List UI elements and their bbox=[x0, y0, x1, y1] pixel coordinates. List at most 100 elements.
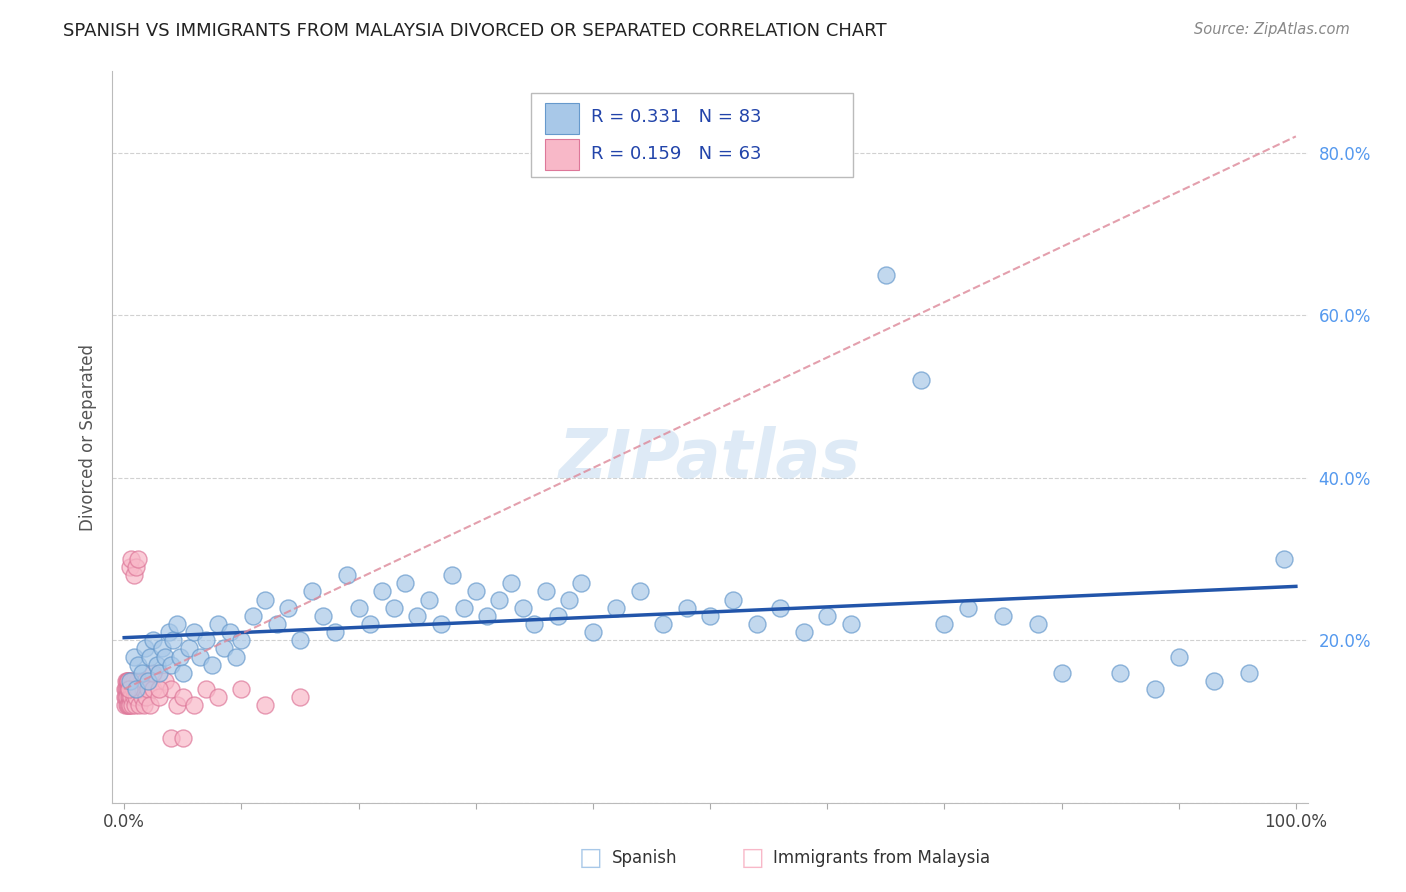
Point bbox=[169, 649, 191, 664]
Point bbox=[122, 673, 145, 688]
Point bbox=[134, 673, 156, 688]
Point bbox=[464, 584, 486, 599]
Point bbox=[253, 592, 276, 607]
Point bbox=[132, 698, 156, 713]
Point bbox=[875, 268, 897, 282]
Point bbox=[120, 673, 141, 688]
Point bbox=[225, 649, 247, 664]
Point bbox=[115, 673, 138, 688]
Point bbox=[488, 592, 510, 607]
Point bbox=[117, 673, 139, 688]
Point bbox=[127, 657, 149, 672]
Point bbox=[277, 600, 299, 615]
Point bbox=[114, 690, 136, 705]
Point bbox=[793, 625, 815, 640]
Point bbox=[117, 698, 139, 713]
Point bbox=[212, 641, 235, 656]
Point bbox=[699, 608, 721, 623]
Point bbox=[150, 641, 173, 656]
Point bbox=[991, 608, 1014, 623]
Point bbox=[172, 665, 194, 680]
Point bbox=[207, 690, 229, 705]
Point bbox=[136, 681, 159, 696]
Point bbox=[120, 560, 141, 574]
Point bbox=[142, 665, 165, 680]
Point bbox=[114, 673, 136, 688]
Point bbox=[114, 681, 136, 696]
Point bbox=[188, 649, 212, 664]
Point bbox=[129, 673, 152, 688]
Point bbox=[127, 681, 149, 696]
Point bbox=[155, 673, 177, 688]
Point bbox=[218, 625, 240, 640]
Point bbox=[1202, 673, 1225, 688]
Point bbox=[142, 633, 165, 648]
Point bbox=[499, 576, 522, 591]
Point bbox=[124, 681, 146, 696]
Point bbox=[122, 690, 145, 705]
Point bbox=[723, 592, 745, 607]
Point bbox=[131, 665, 153, 680]
Point bbox=[1050, 665, 1073, 680]
Point bbox=[394, 576, 416, 591]
Point bbox=[582, 625, 605, 640]
Point bbox=[131, 690, 153, 705]
Point bbox=[745, 617, 768, 632]
Point bbox=[242, 608, 264, 623]
Point bbox=[359, 617, 381, 632]
Point bbox=[418, 592, 440, 607]
Point bbox=[934, 617, 956, 632]
Point bbox=[288, 633, 311, 648]
Point bbox=[157, 625, 180, 640]
Point bbox=[231, 633, 253, 648]
Point bbox=[115, 698, 138, 713]
Text: Immigrants from Malaysia: Immigrants from Malaysia bbox=[773, 849, 990, 867]
Point bbox=[429, 617, 451, 632]
Point bbox=[120, 698, 141, 713]
Point bbox=[120, 690, 142, 705]
Point bbox=[128, 698, 150, 713]
Point bbox=[121, 673, 143, 688]
Point bbox=[1272, 552, 1295, 566]
Point bbox=[183, 698, 205, 713]
Point bbox=[534, 584, 557, 599]
Point bbox=[115, 690, 138, 705]
Point bbox=[127, 673, 149, 688]
Point bbox=[118, 681, 141, 696]
Point bbox=[148, 665, 170, 680]
Point bbox=[125, 681, 148, 696]
Point bbox=[569, 576, 592, 591]
Text: □: □ bbox=[741, 847, 763, 870]
Point bbox=[512, 600, 534, 615]
Point bbox=[1026, 617, 1049, 632]
Text: □: □ bbox=[579, 847, 602, 870]
Point bbox=[124, 698, 146, 713]
Text: R = 0.159   N = 63: R = 0.159 N = 63 bbox=[591, 145, 761, 163]
Point bbox=[146, 657, 169, 672]
Point bbox=[155, 649, 177, 664]
Point bbox=[371, 584, 394, 599]
Text: ZIPatlas: ZIPatlas bbox=[560, 426, 860, 492]
Point bbox=[253, 698, 276, 713]
Point bbox=[127, 552, 149, 566]
Point bbox=[166, 698, 188, 713]
Point bbox=[312, 608, 335, 623]
Point bbox=[1144, 681, 1167, 696]
Point bbox=[120, 552, 142, 566]
Point bbox=[406, 608, 429, 623]
Point bbox=[148, 681, 170, 696]
FancyBboxPatch shape bbox=[531, 94, 853, 178]
Point bbox=[547, 608, 569, 623]
Point bbox=[118, 698, 141, 713]
Point bbox=[382, 600, 405, 615]
Point bbox=[195, 633, 218, 648]
Point bbox=[441, 568, 464, 582]
Point bbox=[266, 617, 288, 632]
Point bbox=[122, 681, 145, 696]
Point bbox=[558, 592, 581, 607]
Point bbox=[523, 617, 546, 632]
Bar bbox=[546, 103, 579, 134]
Point bbox=[139, 698, 162, 713]
Point bbox=[839, 617, 862, 632]
Point bbox=[117, 690, 139, 705]
